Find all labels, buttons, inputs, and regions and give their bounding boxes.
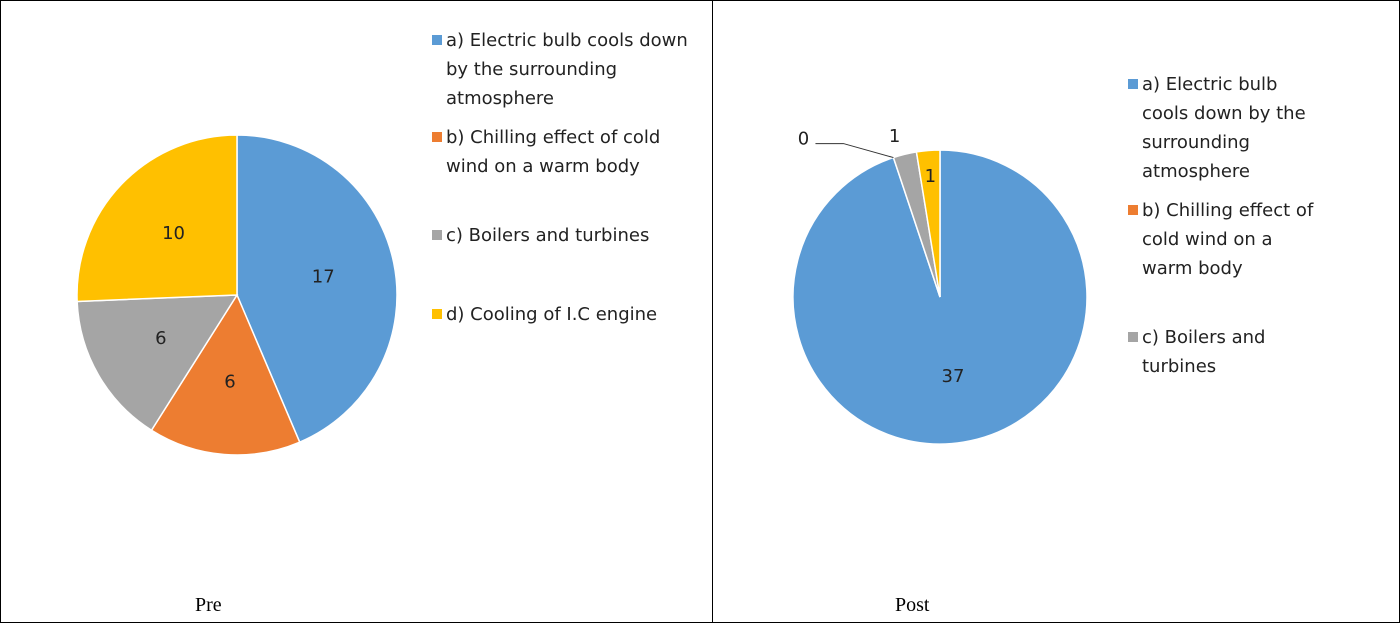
data-label: 10 <box>162 223 185 244</box>
legend: a) Electric bulb cools down by the surro… <box>432 26 702 329</box>
pie-chart: 37 1 1 0 <box>792 126 1088 445</box>
legend-entry: a) Electric bulb cools down by the surro… <box>1128 70 1328 186</box>
legend-swatch <box>432 309 442 319</box>
legend-entry: d) Cooling of I.C engine <box>432 300 702 329</box>
legend: a) Electric bulb cools down by the surro… <box>1128 70 1328 391</box>
legend-swatch <box>432 35 442 45</box>
data-label: 17 <box>312 266 335 287</box>
legend-label: a) Electric bulb cools down by the surro… <box>446 30 688 109</box>
legend-label: c) Boilers and turbines <box>446 225 650 246</box>
data-label: 37 <box>942 366 965 387</box>
legend-label: b) Chilling effect of cold wind on a war… <box>446 127 661 177</box>
pie-slice <box>150 293 301 456</box>
legend-entry: c) Boilers and turbines <box>432 221 702 250</box>
chart-title: Post <box>895 594 930 616</box>
legend-swatch <box>432 132 442 142</box>
legend-swatch <box>1128 332 1138 342</box>
legend-entry: b) Chilling effect of cold wind on a war… <box>1128 196 1328 283</box>
divider <box>712 0 713 623</box>
legend-label: a) Electric bulb cools down by the surro… <box>1142 74 1306 182</box>
legend-swatch <box>432 230 442 240</box>
chart-panel: 37 1 1 0 a) Electric bulb cools down by the … <box>713 0 1400 623</box>
legend-entry: c) Boilers and turbines <box>1128 323 1328 381</box>
legend-entry: a) Electric bulb cools down by the surro… <box>432 26 702 113</box>
chart-title: Pre <box>195 594 222 616</box>
data-label: 1 <box>925 166 936 187</box>
legend-entry: b) Chilling effect of cold wind on a war… <box>432 123 702 181</box>
pie-slice <box>915 149 941 298</box>
legend-label: d) Cooling of I.C engine <box>446 304 658 325</box>
legend-swatch <box>1128 205 1138 215</box>
legend-label: b) Chilling effect of cold wind on a war… <box>1142 200 1314 279</box>
legend-label: c) Boilers and turbines <box>1142 327 1266 377</box>
chart-panel: 17 6 6 10 a) Electric bulb cools down by the… <box>76 26 702 616</box>
pie-slice <box>236 134 398 444</box>
pie-chart: 17 6 6 10 <box>76 134 398 456</box>
leader-line <box>815 143 894 159</box>
data-label: 1 <box>889 126 900 147</box>
pie-slice <box>76 294 239 432</box>
legend-swatch <box>1128 79 1138 89</box>
data-label: 0 <box>798 129 809 150</box>
pie-slice <box>76 134 238 303</box>
data-label: 6 <box>155 328 166 349</box>
data-label: 6 <box>224 372 235 393</box>
